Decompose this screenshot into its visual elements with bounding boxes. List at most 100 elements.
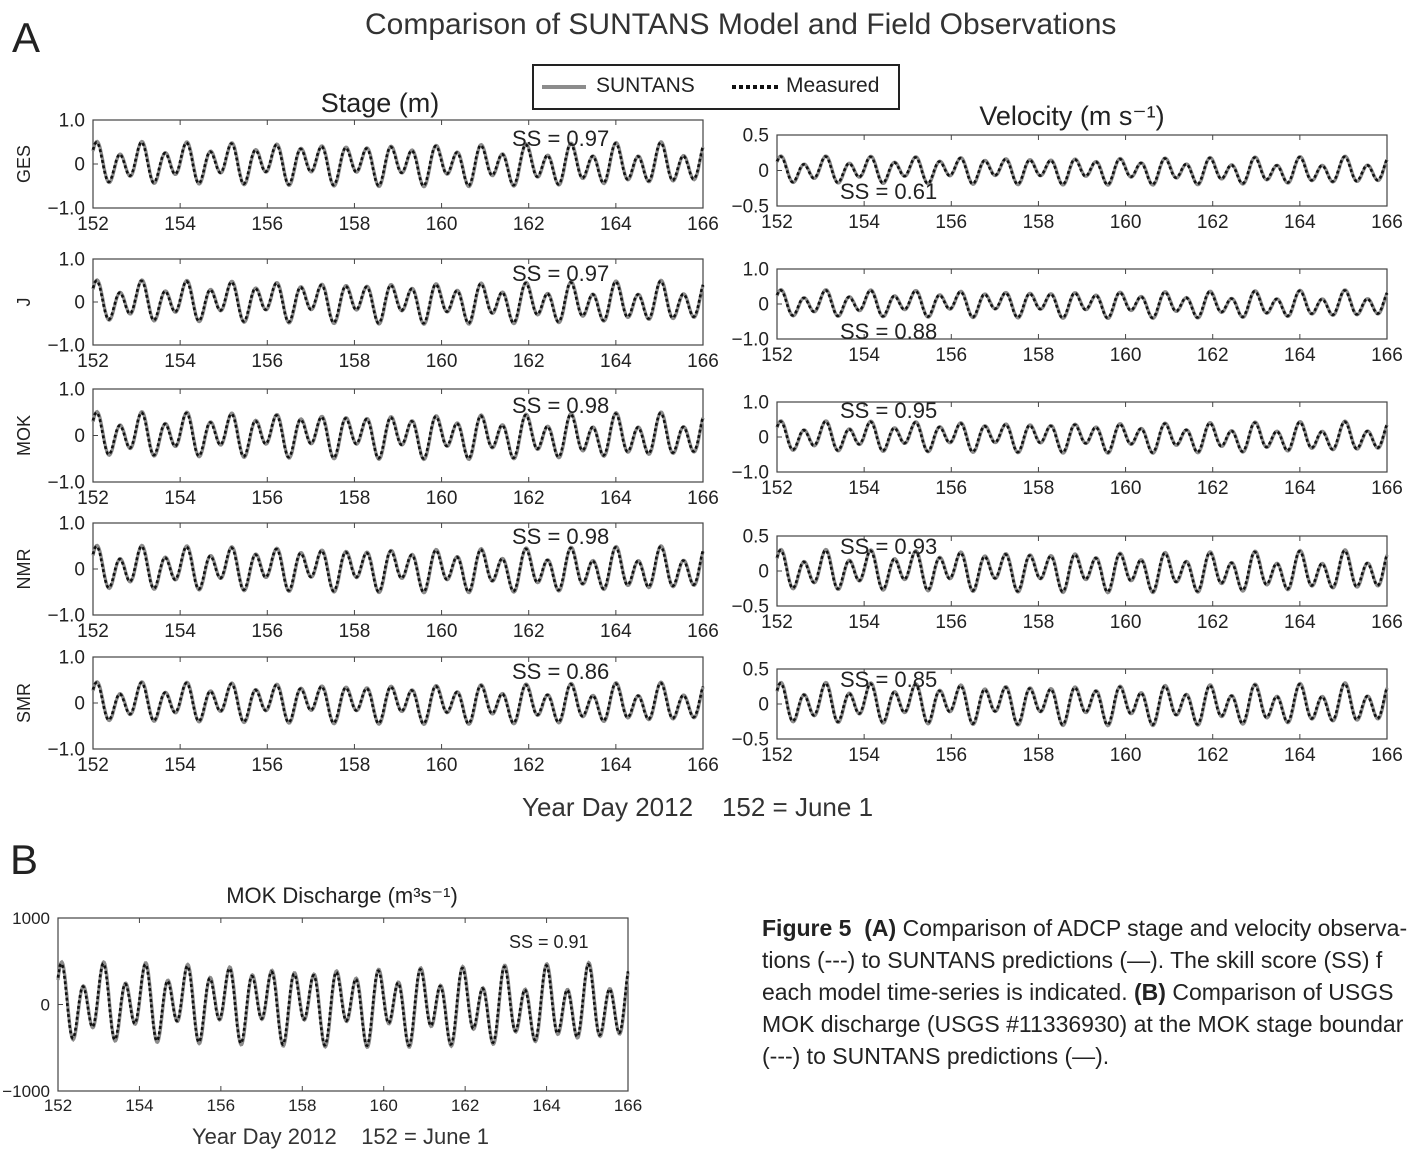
x-tick-label: 154 — [164, 351, 196, 372]
x-tick-label: 156 — [251, 214, 283, 235]
x-tick-label: 164 — [532, 1096, 560, 1115]
x-tick-label: 166 — [687, 621, 719, 642]
x-tick-label: 162 — [1197, 345, 1229, 366]
x-tick-label: 154 — [848, 212, 880, 233]
figure-caption: Figure 5 (A) Comparison of ADCP stage an… — [762, 912, 1408, 1072]
x-tick-label: 162 — [513, 214, 545, 235]
panel-a-letter: A — [12, 14, 41, 61]
y-tick-label: −1.0 — [47, 740, 85, 761]
caption-text-3a: each model time-series is indicated. — [762, 979, 1134, 1005]
x-tick-label: 164 — [1284, 212, 1316, 233]
x-tick-label: 152 — [44, 1096, 72, 1115]
y-tick-label: 1.0 — [59, 380, 85, 401]
y-tick-label: 1.0 — [743, 260, 769, 281]
series-measured — [775, 155, 1389, 186]
caption-text-1: Comparison of ADCP stage and velocity ob… — [896, 915, 1408, 941]
x-tick-label: 162 — [451, 1096, 479, 1115]
x-tick-label: 156 — [935, 612, 967, 633]
x-tick-label: 164 — [600, 621, 632, 642]
y-axis-label: NMR — [14, 549, 34, 590]
x-tick-label: 160 — [426, 755, 458, 776]
skill-score-label: SS = 0.85 — [840, 667, 937, 692]
x-tick-label: 160 — [426, 621, 458, 642]
x-tick-label: 156 — [251, 488, 283, 509]
figure-title: Comparison of SUNTANS Model and Field Ob… — [365, 8, 1117, 41]
x-tick-label: 158 — [339, 214, 371, 235]
x-tick-label: 154 — [848, 612, 880, 633]
skill-score-label: SS = 0.88 — [840, 319, 937, 344]
chart-stage-mok: 152 154 156 158 160 162 164 166 1.0 0 −1.0 MOK SS = … — [14, 380, 719, 509]
y-tick-label: 0 — [74, 293, 85, 314]
x-tick-label: 152 — [77, 488, 109, 509]
x-tick-label: 160 — [1110, 345, 1142, 366]
x-tick-label: 152 — [77, 351, 109, 372]
y-tick-label: −1.0 — [731, 330, 769, 351]
y-tick-label: 1.0 — [59, 648, 85, 669]
x-tick-label: 156 — [251, 755, 283, 776]
y-tick-label: 0 — [758, 161, 769, 182]
x-tick-label: 162 — [513, 488, 545, 509]
x-tick-label: 156 — [935, 345, 967, 366]
x-tick-label: 156 — [251, 621, 283, 642]
skill-score-label: SS = 0.61 — [840, 179, 937, 204]
y-tick-label: 0.5 — [743, 527, 769, 548]
x-tick-label: 160 — [1110, 212, 1142, 233]
x-tick-label: 160 — [1110, 478, 1142, 499]
y-tick-label: 1000 — [12, 909, 50, 928]
x-tick-label: 164 — [1284, 345, 1316, 366]
skill-score-label: SS = 0.86 — [512, 659, 609, 684]
x-tick-label: 158 — [1023, 478, 1055, 499]
x-tick-label: 162 — [513, 351, 545, 372]
x-tick-label: 160 — [426, 488, 458, 509]
series-measured — [775, 548, 1389, 594]
x-tick-label: 158 — [1023, 745, 1055, 766]
x-tick-label: 152 — [761, 478, 793, 499]
x-tick-label: 160 — [1110, 612, 1142, 633]
x-tick-label: 164 — [1284, 745, 1316, 766]
x-tick-label: 152 — [761, 612, 793, 633]
x-tick-label: 154 — [164, 755, 196, 776]
x-tick-label: 162 — [1197, 212, 1229, 233]
y-tick-label: 0.5 — [743, 126, 769, 147]
y-tick-label: 0.5 — [743, 660, 769, 681]
x-tick-label: 166 — [1371, 612, 1403, 633]
series-measured — [91, 411, 705, 460]
y-axis-label: J — [14, 298, 34, 307]
x-tick-label: 164 — [600, 755, 632, 776]
chart-title: MOK Discharge (m³s⁻¹) — [226, 883, 458, 908]
x-tick-label: 156 — [935, 745, 967, 766]
legend: SUNTANS Measured — [532, 64, 900, 110]
caption-b-label: (B) — [1134, 979, 1166, 1005]
x-tick-label: 162 — [513, 621, 545, 642]
chart-stage-j: 152 154 156 158 160 162 164 166 1.0 0 −1.0 J SS = 0.… — [14, 250, 719, 372]
chart-mok-discharge: 152 154 156 158 160 162 164 166 1000 0 −1000 MOK Di… — [2, 883, 642, 1115]
panel-b-letter: B — [10, 836, 39, 883]
y-tick-label: 0 — [74, 560, 85, 581]
x-tick-label: 160 — [370, 1096, 398, 1115]
y-tick-label: 0 — [74, 155, 85, 176]
series-measured — [91, 545, 705, 594]
x-tick-label: 166 — [1371, 478, 1403, 499]
x-tick-label: 152 — [77, 621, 109, 642]
y-tick-label: −1.0 — [731, 463, 769, 484]
y-tick-label: −1.0 — [47, 199, 85, 220]
caption-line-4: MOK discharge (USGS #11336930) at the MO… — [762, 1011, 1404, 1037]
x-axis-title-b: Year Day 2012 152 = June 1 — [192, 1124, 490, 1149]
skill-score-label: SS = 0.93 — [840, 534, 937, 559]
y-tick-label: 0 — [758, 295, 769, 316]
y-axis-label: MOK — [14, 415, 34, 456]
caption-line-1: Figure 5 (A) Comparison of ADCP stage an… — [762, 912, 1408, 944]
series-measured — [91, 140, 705, 188]
x-tick-label: 158 — [339, 488, 371, 509]
x-axis-title-a: Year Day 2012 152 = June 1 — [522, 792, 874, 822]
y-tick-label: −1.0 — [47, 336, 85, 357]
x-tick-label: 162 — [1197, 478, 1229, 499]
x-tick-label: 166 — [1371, 212, 1403, 233]
chart-stage-ges: 152 154 156 158 160 162 164 166 1.0 0 −1.0 GES Stage… — [14, 90, 719, 235]
x-tick-label: 164 — [600, 488, 632, 509]
x-tick-label: 166 — [614, 1096, 642, 1115]
y-axis-label: SMR — [14, 683, 34, 723]
chart-vel-j: 152 154 156 158 160 162 164 166 1.0 0 −1.0 SS = 0.8… — [731, 260, 1403, 366]
x-tick-label: 166 — [1371, 345, 1403, 366]
y-tick-label: 1.0 — [743, 393, 769, 414]
